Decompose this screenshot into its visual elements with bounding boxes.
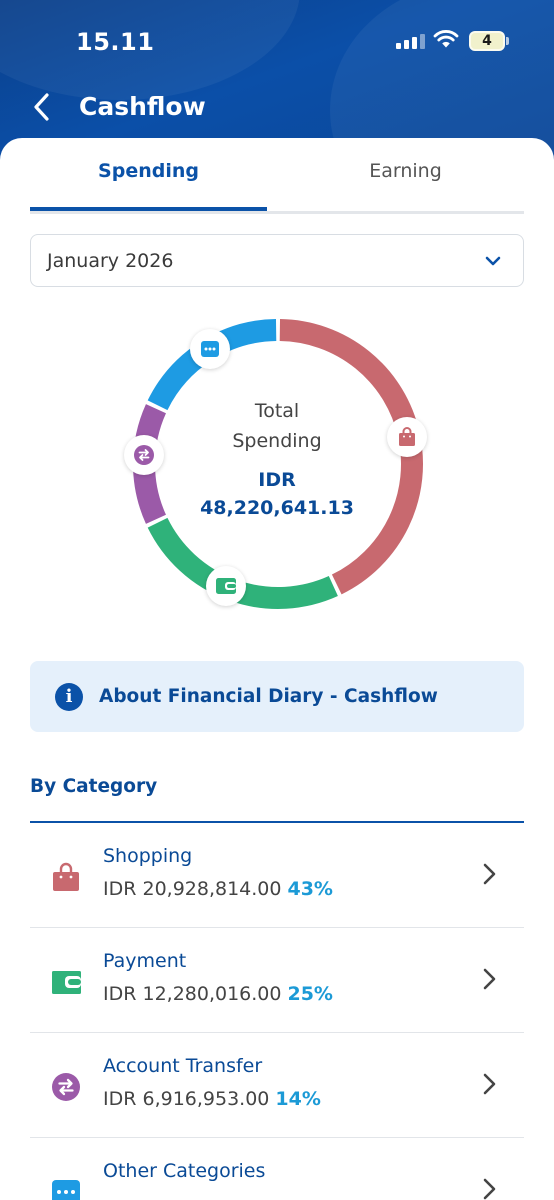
category-name: Payment: [103, 950, 187, 972]
category-name: Account Transfer: [103, 1055, 263, 1077]
donut-chip-account-transfer: [124, 435, 164, 475]
chevron-right-icon: [483, 1178, 496, 1200]
wifi-icon: [433, 30, 459, 48]
shopping-bag-icon: [399, 427, 415, 446]
donut-chip-other: [190, 329, 230, 369]
status-bar: 15.11 4: [0, 0, 554, 80]
about-financial-diary-text: About Financial Diary - Cashflow: [99, 686, 438, 707]
page-title: Cashflow: [79, 92, 206, 121]
shopping-bag-icon: [53, 862, 79, 891]
transfer-icon: [134, 445, 154, 465]
tab-earning[interactable]: Earning: [369, 160, 442, 182]
status-time: 15.11: [76, 28, 155, 56]
month-dropdown[interactable]: January 2026: [30, 234, 524, 287]
summary-label-spending: Spending: [232, 430, 322, 452]
back-arrow-icon[interactable]: [28, 90, 56, 124]
chevron-right-icon: [483, 968, 496, 990]
category-amount: IDR 6,916,953.00: [103, 1088, 270, 1110]
category-amount-line: IDR 6,916,953.00 14%: [103, 1088, 321, 1110]
tab-spending[interactable]: Spending: [98, 160, 199, 182]
summary-currency: IDR: [258, 469, 296, 491]
chevron-down-icon: [485, 256, 501, 266]
chevron-right-icon: [483, 863, 496, 885]
active-tab-indicator: [30, 207, 267, 211]
chevron-right-icon: [483, 1073, 496, 1095]
info-icon: i: [55, 683, 83, 711]
category-percent: 25%: [287, 983, 333, 1005]
category-percent: 43%: [287, 878, 333, 900]
wallet-icon: [216, 578, 236, 594]
category-row-payment[interactable]: Payment IDR 12,280,016.00 25%: [30, 928, 524, 1033]
category-amount-line: IDR 12,280,016.00 25%: [103, 983, 333, 1005]
month-dropdown-value: January 2026: [47, 250, 174, 272]
category-percent: 14%: [275, 1088, 321, 1110]
tab-divider: [30, 211, 524, 214]
category-row-account-transfer[interactable]: Account Transfer IDR 6,916,953.00 14%: [30, 1033, 524, 1138]
summary-amount: 48,220,641.13: [200, 497, 354, 519]
category-amount: IDR 20,928,814.00: [103, 878, 282, 900]
about-financial-diary-banner[interactable]: i About Financial Diary - Cashflow: [30, 661, 524, 732]
by-category-divider: [30, 821, 524, 823]
total-spending-summary: Total Spending IDR 48,220,641.13: [176, 396, 378, 522]
transfer-icon: [52, 1073, 80, 1101]
category-amount-line: IDR 20,928,814.00 43%: [103, 878, 333, 900]
more-dots-icon: [52, 1180, 80, 1200]
donut-chip-shopping: [387, 417, 427, 457]
cellular-signal-icon: [396, 33, 425, 49]
more-dots-icon: [201, 341, 219, 357]
summary-label-total: Total: [254, 400, 300, 422]
donut-chip-payment: [206, 566, 246, 606]
by-category-title: By Category: [30, 776, 158, 797]
category-row-other[interactable]: Other Categories: [30, 1138, 524, 1200]
category-amount: IDR 12,280,016.00: [103, 983, 282, 1005]
category-row-shopping[interactable]: Shopping IDR 20,928,814.00 43%: [30, 823, 524, 928]
category-name: Other Categories: [103, 1160, 266, 1182]
wallet-icon: [52, 971, 81, 994]
category-name: Shopping: [103, 845, 193, 867]
battery-icon: 4: [469, 31, 505, 51]
